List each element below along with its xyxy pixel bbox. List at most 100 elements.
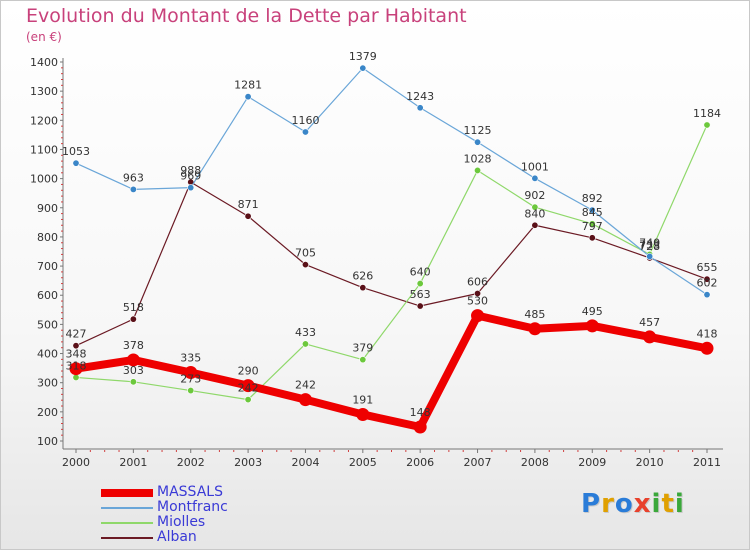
y-minor-tick: [61, 306, 63, 308]
x-minor-tick: [677, 450, 679, 452]
data-point-massals: [184, 365, 198, 379]
data-point-massals: [69, 362, 83, 376]
data-point-miolles: [301, 340, 309, 348]
data-point-alban: [416, 302, 424, 310]
data-point-miolles: [703, 121, 711, 129]
x-tick-label: 2006: [406, 456, 434, 469]
data-point-miolles: [531, 203, 539, 211]
x-minor-tick: [434, 450, 436, 452]
x-minor-tick: [261, 450, 263, 452]
data-point-miolles: [359, 356, 367, 364]
legend-item-alban: Alban: [101, 529, 321, 545]
data-label-alban: 626: [352, 270, 373, 283]
data-label-alban: 427: [66, 328, 87, 341]
y-minor-tick: [61, 189, 63, 191]
legend-label: Miolles: [157, 514, 206, 530]
y-minor-tick: [61, 259, 63, 261]
data-label-montfranc: 602: [697, 277, 718, 290]
data-point-massals: [413, 420, 427, 434]
data-point-alban: [301, 261, 309, 269]
data-label-massals: 335: [180, 351, 201, 364]
y-minor-tick: [61, 125, 63, 127]
y-minor-tick: [61, 143, 63, 145]
y-minor-tick: [61, 96, 63, 98]
logo-letter: r: [601, 489, 615, 519]
y-tick-label: 100: [37, 435, 58, 448]
data-point-montfranc: [359, 64, 367, 72]
x-tick-label: 2000: [62, 456, 90, 469]
data-label-alban: 797: [582, 220, 603, 233]
data-label-miolles: 242: [238, 382, 259, 395]
legend-item-miolles: Miolles: [101, 514, 321, 530]
data-label-massals: 290: [238, 365, 259, 378]
y-minor-tick: [61, 242, 63, 244]
y-minor-tick: [61, 277, 63, 279]
data-point-montfranc: [301, 128, 309, 136]
x-minor-tick: [89, 450, 91, 452]
legend-item-montfranc: Montfranc: [101, 499, 321, 515]
y-tick-label: 500: [37, 318, 58, 331]
y-minor-tick: [61, 423, 63, 425]
data-point-massals: [471, 309, 485, 323]
y-tick-label: 1100: [30, 143, 58, 156]
y-tick-label: 1400: [30, 56, 58, 69]
data-point-montfranc: [244, 93, 252, 101]
y-minor-tick: [61, 370, 63, 372]
data-label-alban: 563: [410, 288, 431, 301]
data-label-massals: 495: [582, 305, 603, 318]
data-label-montfranc: 1160: [291, 114, 319, 127]
data-label-miolles: 740: [639, 236, 660, 249]
data-label-miolles: 318: [66, 359, 87, 372]
series-line-alban: [75, 181, 708, 347]
data-label-massals: 242: [295, 379, 316, 392]
data-label-massals: 530: [467, 295, 488, 308]
x-minor-tick: [290, 450, 292, 452]
legend-label: Montfranc: [157, 499, 228, 515]
data-point-alban: [474, 289, 482, 297]
x-minor-tick: [376, 450, 378, 452]
y-minor-tick: [61, 131, 63, 133]
y-minor-tick: [61, 108, 63, 110]
y-minor-tick: [61, 201, 63, 203]
x-tick-label: 2007: [464, 456, 492, 469]
data-label-massals: 148: [410, 406, 431, 419]
y-tick-label: 300: [37, 377, 58, 390]
y-tick-label: 700: [37, 260, 58, 273]
y-minor-tick: [61, 230, 63, 232]
data-label-massals: 348: [66, 348, 87, 361]
logo-letter: x: [633, 489, 652, 519]
y-minor-tick: [61, 248, 63, 250]
data-point-alban: [588, 234, 596, 242]
y-minor-tick: [61, 102, 63, 104]
data-point-montfranc: [531, 174, 539, 182]
y-minor-tick: [61, 271, 63, 273]
y-tick-label: 1200: [30, 114, 58, 127]
data-label-massals: 191: [352, 393, 373, 406]
y-minor-tick: [61, 335, 63, 337]
x-minor-tick: [620, 450, 622, 452]
logo-letter: o: [614, 489, 634, 519]
y-minor-tick: [61, 213, 63, 215]
y-tick-label: 1300: [30, 85, 58, 98]
x-minor-tick: [491, 450, 493, 452]
data-label-miolles: 273: [180, 373, 201, 386]
x-tick-label: 2003: [234, 456, 262, 469]
data-label-miolles: 303: [123, 364, 144, 377]
data-point-alban: [244, 212, 252, 220]
x-tick-label: 2010: [636, 456, 664, 469]
x-minor-tick: [218, 450, 220, 452]
y-minor-tick: [61, 113, 63, 115]
data-label-montfranc: 1243: [406, 90, 434, 103]
x-tick-label: 2004: [291, 456, 319, 469]
data-point-miolles: [474, 166, 482, 174]
logo-letter: t: [661, 489, 675, 519]
y-minor-tick: [61, 154, 63, 156]
data-label-massals: 485: [524, 308, 545, 321]
data-point-alban: [359, 284, 367, 292]
x-minor-tick: [634, 450, 636, 452]
y-minor-tick: [61, 388, 63, 390]
x-tick-label: 2001: [119, 456, 147, 469]
y-minor-tick: [61, 358, 63, 360]
